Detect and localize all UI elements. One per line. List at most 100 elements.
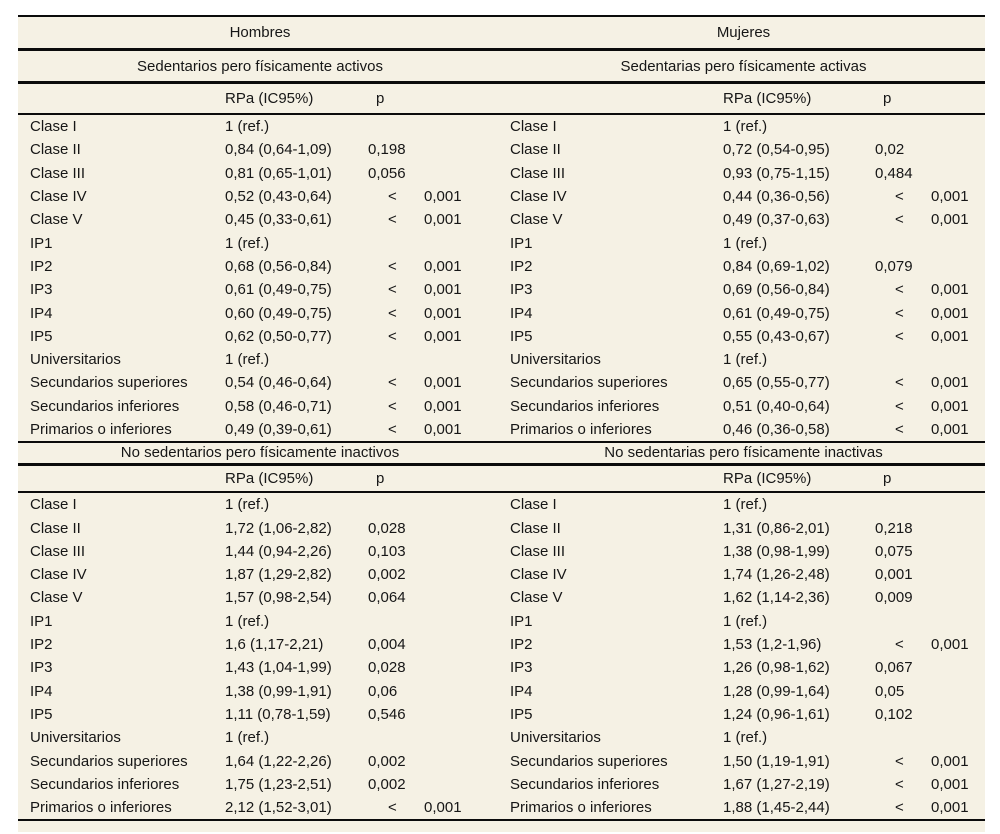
rpa-value-women: 0,69 (0,56-0,84) <box>723 281 830 299</box>
row-label-men: Primarios o inferiores <box>30 421 172 438</box>
table-row: Universitarios 1 (ref.) Universitarios 1 (r… <box>18 348 985 371</box>
p-value-women: 0,001 <box>875 566 913 584</box>
less-than-sign: < <box>388 304 397 322</box>
group-header-row: Hombres Mujeres <box>18 17 985 48</box>
p-value-women: <0,001 <box>875 211 985 228</box>
rpa-value-men: 1 (ref.) <box>225 612 270 630</box>
p-value-men: 0,103 <box>368 542 406 560</box>
table-row: IP3 0,61 (0,49-0,75) <0,001 IP3 0,69 (0,56-0… <box>18 278 985 301</box>
p-value-women: <0,001 <box>875 328 985 345</box>
row-label-women: IP4 <box>510 304 533 322</box>
p-value-women: <0,001 <box>875 374 985 391</box>
rpa-value-women: 0,72 (0,54-0,95) <box>723 141 830 159</box>
table-row: Secundarios superiores 1,64 (1,22-2,26) 0,… <box>18 749 985 772</box>
table-row: Primarios o inferiores 0,49 (0,39-0,61) <0… <box>18 418 985 441</box>
col-header-p-men: p <box>376 90 385 107</box>
table-row: Clase III 1,44 (0,94-2,26) 0,103 Clase III 1… <box>18 540 985 563</box>
rpa-value-men: 0,54 (0,46-0,64) <box>225 374 332 392</box>
row-label-women: IP3 <box>510 659 533 677</box>
rpa-value-men: 1,43 (1,04-1,99) <box>225 659 332 677</box>
row-label-women: IP1 <box>510 234 533 252</box>
rule <box>18 81 985 84</box>
table-row: Primarios o inferiores 2,12 (1,52-3,01) <0… <box>18 796 985 819</box>
p-value-men: <0,001 <box>368 281 502 298</box>
row-label-men: Secundarios superiores <box>30 752 188 770</box>
rpa-value-women: 0,55 (0,43-0,67) <box>723 327 830 345</box>
p-value-men: <0,001 <box>368 305 502 322</box>
rpa-value-men: 1,57 (0,98-2,54) <box>225 589 332 607</box>
rpa-value-men: 1,6 (1,17-2,21) <box>225 636 324 654</box>
p-value-men: 0,198 <box>368 141 406 159</box>
table-row: IP3 1,43 (1,04-1,99) 0,028 IP3 1,26 (0,98-1,… <box>18 656 985 679</box>
results-table: Hombres Mujeres Sedentarios pero físicam… <box>18 15 985 832</box>
less-than-sign: < <box>388 188 397 206</box>
table-row: Clase I 1 (ref.) Clase I 1 (ref.) <box>18 115 985 138</box>
rpa-value-women: 1,67 (1,27-2,19) <box>723 775 830 793</box>
p-value-men: 0,002 <box>368 566 406 584</box>
p-value-women: <0,001 <box>875 799 985 816</box>
row-label-women: Clase II <box>510 519 561 537</box>
group-header-men: Hombres <box>229 24 291 41</box>
p-value-women: <0,001 <box>875 188 985 205</box>
table-row: IP4 0,60 (0,49-0,75) <0,001 IP4 0,61 (0,49-0… <box>18 301 985 324</box>
col-header-rpa-men: RPa (IC95%) <box>225 470 314 488</box>
rpa-value-women: 1 (ref.) <box>723 612 768 630</box>
rpa-value-men: 1,75 (1,23-2,51) <box>225 775 332 793</box>
table-row: Clase IV 0,52 (0,43-0,64) <0,001 Clase IV 0,… <box>18 185 985 208</box>
rpa-value-men: 1,44 (0,94-2,26) <box>225 542 332 560</box>
less-than-sign: < <box>895 636 904 654</box>
rpa-value-women: 1,24 (0,96-1,61) <box>723 705 830 723</box>
row-label-men: Secundarios superiores <box>30 374 188 392</box>
rpa-value-men: 0,81 (0,65-1,01) <box>225 164 332 182</box>
row-label-women: Secundarios superiores <box>510 374 668 392</box>
row-label-women: Primarios o inferiores <box>510 421 652 438</box>
table-row: Clase IV 1,87 (1,29-2,82) 0,002 Clase IV 1,7… <box>18 563 985 586</box>
row-label-men: Clase V <box>30 211 83 229</box>
p-value-women: <0,001 <box>875 776 985 793</box>
row-label-women: Clase II <box>510 141 561 159</box>
rpa-value-women: 0,49 (0,37-0,63) <box>723 211 830 229</box>
row-label-men: IP4 <box>30 304 53 322</box>
table-row: IP4 1,38 (0,99-1,91) 0,06 IP4 1,28 (0,99-1,6… <box>18 680 985 703</box>
section2-rows: Clase I 1 (ref.) Clase I 1 (ref.) Clase II 1,… <box>18 493 985 819</box>
p-value-women: 0,079 <box>875 257 913 275</box>
row-label-men: IP3 <box>30 281 53 299</box>
p-value-women: <0,001 <box>875 281 985 298</box>
row-label-men: Clase I <box>30 496 77 514</box>
rpa-value-men: 1,72 (1,06-2,82) <box>225 519 332 537</box>
col-header-rpa-women: RPa (IC95%) <box>723 470 812 488</box>
col-header-p-men: p <box>376 470 385 488</box>
rpa-value-women: 0,51 (0,40-0,64) <box>723 397 830 415</box>
row-label-women: Clase IV <box>510 566 567 584</box>
rpa-value-men: 2,12 (1,52-3,01) <box>225 799 332 817</box>
section2-title-men: No sedentarios pero físicamente inactivo… <box>120 444 400 462</box>
row-label-men: Clase III <box>30 542 86 560</box>
rpa-value-women: 1,74 (1,26-2,48) <box>723 566 830 584</box>
rule <box>18 491 985 494</box>
less-than-sign: < <box>895 799 904 817</box>
group-header-women: Mujeres <box>716 24 771 41</box>
p-value-women: 0,02 <box>875 141 905 159</box>
p-value-women: 0,05 <box>875 682 905 700</box>
rpa-value-women: 0,93 (0,75-1,15) <box>723 164 830 182</box>
col-header-p-women: p <box>883 90 892 107</box>
table-row: IP2 1,6 (1,17-2,21) 0,004 IP2 1,53 (1,2-1,96… <box>18 633 985 656</box>
row-label-men: Clase V <box>30 589 83 607</box>
row-label-women: IP2 <box>510 257 533 275</box>
rpa-value-women: 1,53 (1,2-1,96) <box>723 636 822 654</box>
rpa-value-women: 0,65 (0,55-0,77) <box>723 374 830 392</box>
rpa-value-women: 1 (ref.) <box>723 234 768 252</box>
p-value-women: <0,001 <box>875 636 985 653</box>
rpa-value-men: 0,49 (0,39-0,61) <box>225 421 332 438</box>
table-row: Clase II 0,84 (0,64-1,09) 0,198 Clase II 0,7… <box>18 138 985 161</box>
p-value-men: <0,001 <box>368 799 502 816</box>
row-label-women: Clase III <box>510 164 566 182</box>
rpa-value-men: 0,58 (0,46-0,71) <box>225 397 332 415</box>
rule-top <box>18 15 985 17</box>
less-than-sign: < <box>895 775 904 793</box>
p-value-men: <0,001 <box>368 421 502 438</box>
p-value-women: <0,001 <box>875 398 985 415</box>
rule <box>18 463 985 467</box>
row-label-men: Clase III <box>30 164 86 182</box>
section1-rows: Clase I 1 (ref.) Clase I 1 (ref.) Clase II 0,… <box>18 115 985 441</box>
